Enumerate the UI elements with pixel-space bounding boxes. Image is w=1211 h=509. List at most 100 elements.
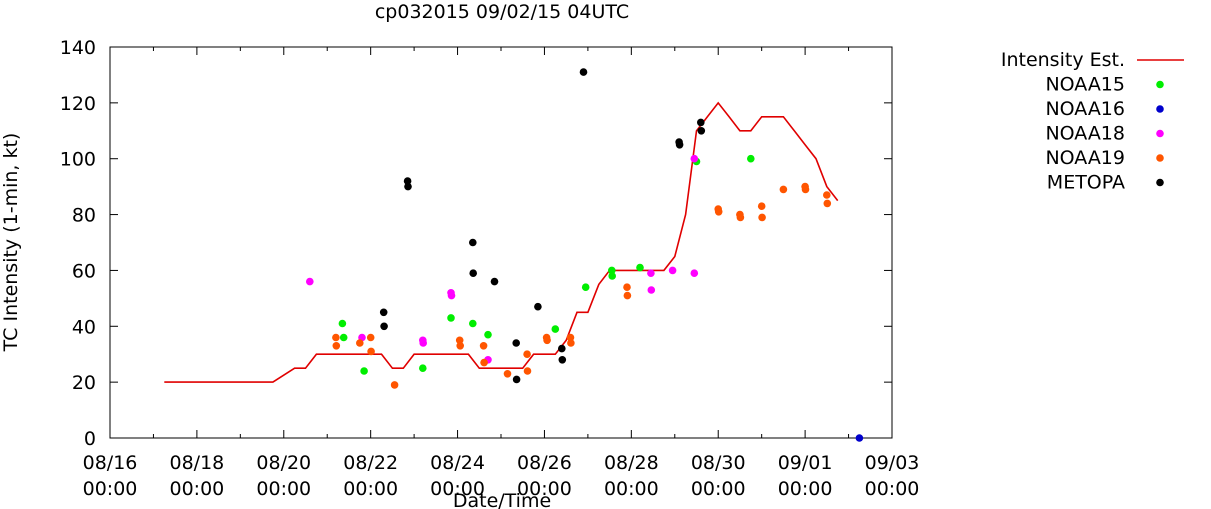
x-tick-label-time: 00:00 bbox=[865, 478, 920, 500]
x-tick-label-date: 08/22 bbox=[343, 452, 398, 474]
x-tick-label-time: 00:00 bbox=[343, 478, 398, 500]
point-noaa19 bbox=[757, 202, 766, 210]
point-noaa19 bbox=[823, 191, 831, 199]
x-tick-label-time: 00:00 bbox=[430, 478, 485, 500]
legend-label-noaa15: NOAA15 bbox=[1045, 74, 1125, 96]
point-metopa bbox=[675, 141, 684, 149]
point-metopa bbox=[579, 68, 588, 76]
legend-swatch-noaa18 bbox=[1156, 129, 1164, 138]
point-metopa bbox=[697, 127, 706, 135]
legend-swatch-metopa bbox=[1156, 178, 1164, 187]
x-tick-label-date: 09/03 bbox=[865, 452, 920, 474]
point-noaa15 bbox=[447, 314, 455, 322]
x-tick-label-date: 08/30 bbox=[691, 452, 746, 474]
point-metopa bbox=[512, 375, 521, 384]
legend-swatch-noaa16 bbox=[1156, 105, 1164, 113]
point-noaa19 bbox=[390, 381, 399, 389]
point-noaa19 bbox=[736, 213, 745, 222]
point-noaa19 bbox=[823, 199, 832, 208]
legend-swatch-noaa15 bbox=[1156, 80, 1164, 89]
point-noaa15 bbox=[747, 154, 755, 163]
point-noaa15 bbox=[636, 263, 644, 272]
plot-area bbox=[109, 46, 893, 439]
point-noaa15 bbox=[469, 319, 477, 328]
point-noaa19 bbox=[543, 336, 551, 345]
x-tick-label-date: 08/16 bbox=[83, 452, 138, 474]
point-noaa19 bbox=[455, 336, 464, 345]
point-noaa15 bbox=[360, 367, 368, 375]
y-tick-label: 0 bbox=[84, 428, 96, 450]
point-metopa bbox=[404, 182, 412, 191]
x-axis: 08/16 00:00 08/18 00:00 08/20 00:00 08/22 00:00… bbox=[83, 47, 920, 500]
point-noaa18 bbox=[647, 286, 656, 294]
x-tick-label-date: 08/24 bbox=[430, 452, 485, 474]
point-noaa18 bbox=[647, 269, 655, 278]
point-noaa19 bbox=[332, 333, 340, 342]
point-noaa15 bbox=[419, 364, 427, 373]
y-tick-label: 120 bbox=[60, 93, 96, 115]
point-noaa19 bbox=[456, 342, 465, 350]
point-noaa18 bbox=[690, 154, 699, 163]
point-noaa19 bbox=[366, 333, 375, 342]
point-noaa18 bbox=[419, 339, 428, 347]
point-noaa19 bbox=[503, 370, 512, 378]
x-tick-label-date: 09/01 bbox=[778, 452, 833, 474]
y-tick-label: 140 bbox=[60, 37, 96, 59]
x-tick-label-date: 08/26 bbox=[517, 452, 572, 474]
point-metopa bbox=[469, 269, 478, 278]
point-metopa bbox=[490, 277, 499, 286]
y-tick-label: 40 bbox=[72, 316, 96, 338]
point-noaa15 bbox=[608, 266, 616, 275]
legend-label-intensity-est: Intensity Est. bbox=[1001, 49, 1125, 71]
x-tick-label-time: 00:00 bbox=[256, 478, 311, 500]
point-metopa bbox=[403, 177, 412, 185]
legend-label-metopa: METOPA bbox=[1047, 172, 1125, 194]
point-noaa19 bbox=[367, 347, 375, 356]
point-noaa15 bbox=[339, 333, 348, 342]
legend-label-noaa16: NOAA16 bbox=[1045, 98, 1125, 120]
point-noaa19 bbox=[779, 185, 788, 194]
point-noaa15 bbox=[608, 272, 616, 280]
point-noaa19 bbox=[480, 358, 488, 367]
point-noaa15 bbox=[484, 330, 492, 339]
x-tick-label-time: 00:00 bbox=[83, 478, 138, 500]
y-tick-label: 60 bbox=[72, 260, 96, 282]
y-tick-label: 20 bbox=[72, 372, 96, 394]
series-layer bbox=[164, 68, 864, 442]
point-noaa18 bbox=[668, 266, 677, 275]
x-tick-label-time: 00:00 bbox=[691, 478, 746, 500]
y-tick-label: 80 bbox=[72, 205, 96, 227]
y-tick-label: 100 bbox=[60, 149, 96, 171]
y-axis: 0 20 40 60 80 100 120 140 bbox=[60, 37, 892, 450]
point-noaa15 bbox=[581, 283, 590, 292]
x-tick-label-time: 00:00 bbox=[604, 478, 659, 500]
point-metopa bbox=[380, 322, 388, 331]
point-noaa19 bbox=[523, 350, 531, 359]
point-noaa19 bbox=[714, 208, 723, 216]
point-metopa bbox=[697, 118, 705, 127]
point-noaa15 bbox=[551, 325, 560, 333]
point-noaa19 bbox=[479, 342, 488, 350]
point-noaa18 bbox=[447, 291, 456, 300]
point-noaa18 bbox=[306, 277, 314, 286]
chart-title: cp032015 09/02/15 04UTC bbox=[375, 1, 629, 23]
x-tick-label-date: 08/20 bbox=[256, 452, 311, 474]
x-tick-label-time: 00:00 bbox=[170, 478, 225, 500]
point-metopa bbox=[379, 308, 388, 317]
point-metopa bbox=[512, 339, 520, 347]
x-tick-label-time: 00:00 bbox=[517, 478, 572, 500]
x-tick-label-time: 00:00 bbox=[778, 478, 833, 500]
point-noaa19 bbox=[356, 339, 364, 347]
point-noaa15 bbox=[338, 319, 347, 328]
point-noaa19 bbox=[801, 185, 810, 194]
point-metopa bbox=[534, 302, 542, 311]
point-noaa19 bbox=[566, 333, 575, 342]
point-metopa bbox=[558, 344, 566, 353]
x-tick-label-date: 08/18 bbox=[170, 452, 225, 474]
point-noaa19 bbox=[567, 339, 575, 347]
point-metopa bbox=[469, 238, 477, 247]
legend-label-noaa19: NOAA19 bbox=[1045, 147, 1125, 169]
point-noaa19 bbox=[523, 367, 532, 375]
